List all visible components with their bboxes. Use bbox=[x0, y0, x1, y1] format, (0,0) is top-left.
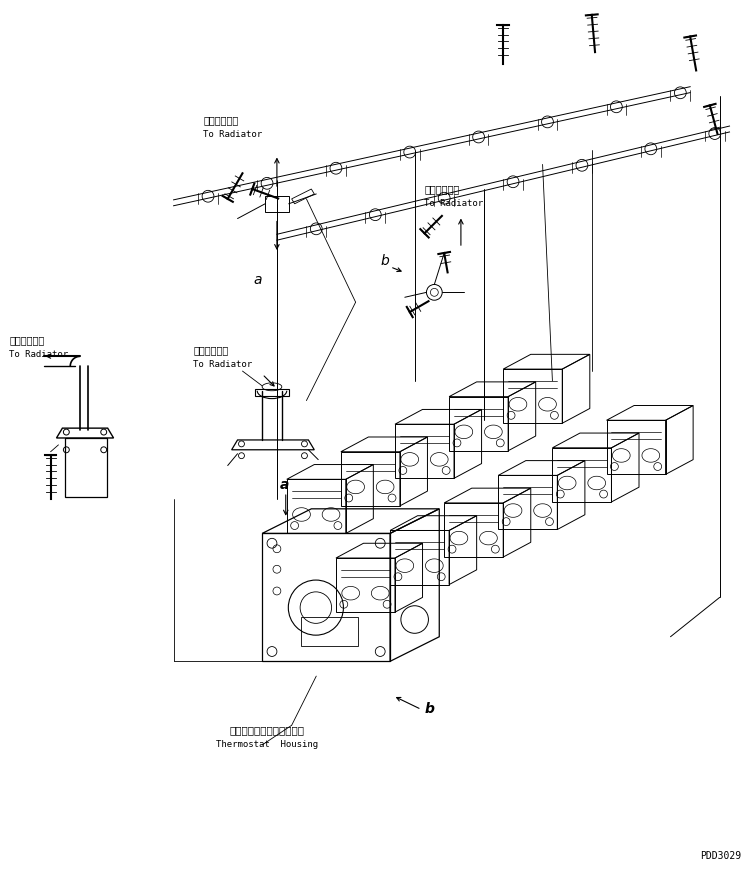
Text: To Radiator: To Radiator bbox=[9, 350, 68, 360]
Text: a: a bbox=[253, 273, 262, 287]
Text: ラジエータへ: ラジエータへ bbox=[193, 346, 228, 355]
Text: b: b bbox=[425, 703, 434, 717]
Text: b: b bbox=[380, 254, 389, 268]
Text: ラジエータへ: ラジエータへ bbox=[9, 335, 44, 346]
Text: サーモスタットハウジング: サーモスタットハウジング bbox=[230, 725, 305, 735]
Text: Thermostat  Housing: Thermostat Housing bbox=[216, 740, 318, 749]
Text: PDD3029: PDD3029 bbox=[700, 851, 742, 862]
Text: ラジエータへ: ラジエータへ bbox=[203, 115, 238, 125]
Text: ラジエータへ: ラジエータへ bbox=[425, 184, 460, 194]
Text: To Radiator: To Radiator bbox=[425, 199, 484, 208]
Text: To Radiator: To Radiator bbox=[193, 361, 252, 369]
Text: a: a bbox=[280, 478, 289, 492]
Text: To Radiator: To Radiator bbox=[203, 130, 262, 139]
